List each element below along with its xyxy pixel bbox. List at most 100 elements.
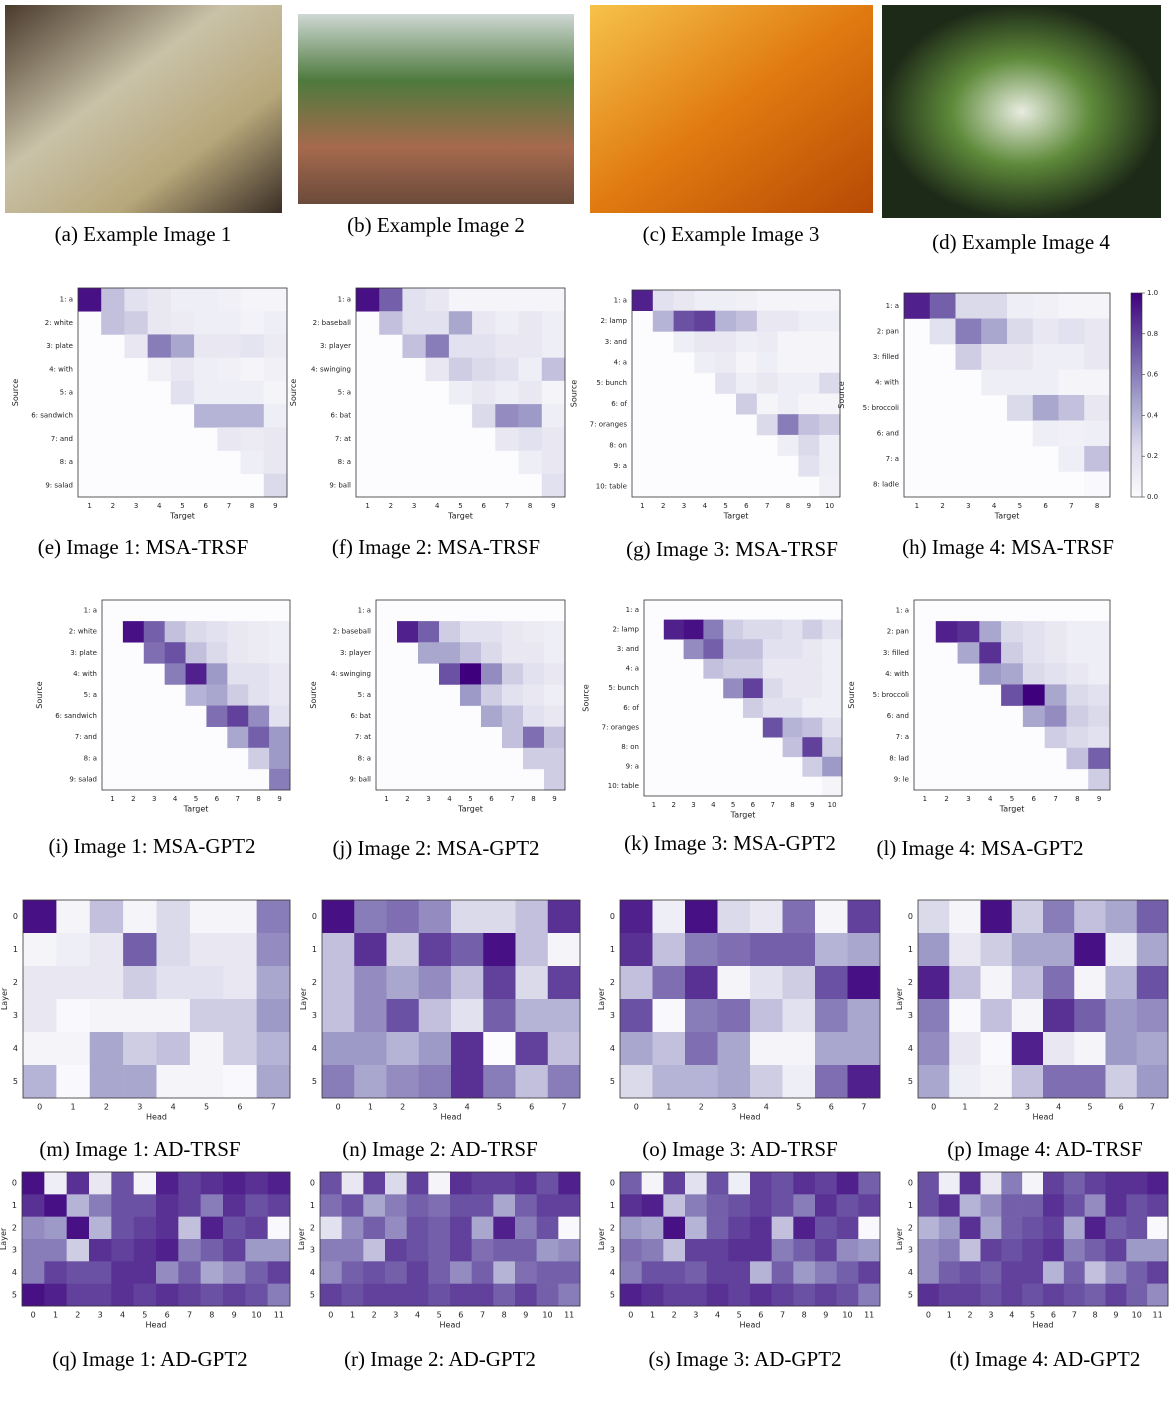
heat-cell — [1147, 1172, 1168, 1195]
heat-cell — [620, 1261, 642, 1284]
heat-cell — [1043, 999, 1075, 1032]
x-tick-label: 4 — [171, 1103, 176, 1112]
heat-cell — [407, 1172, 429, 1195]
heat-cell — [123, 966, 157, 999]
heat-cell — [918, 1284, 939, 1307]
heat-cell — [1043, 1239, 1064, 1262]
x-tick-label: 3 — [682, 502, 686, 510]
y-tick-label: 4 — [610, 1268, 615, 1277]
y-tick-label: 4 — [610, 1044, 615, 1053]
heat-cell — [1106, 1261, 1127, 1284]
heat-cell — [1007, 293, 1033, 319]
heat-cell — [206, 621, 227, 642]
y-tick-label: 4 — [13, 1044, 18, 1053]
x-tick-label: 9 — [1113, 1311, 1118, 1320]
heat-cell — [223, 1194, 246, 1217]
heat-cell — [783, 620, 803, 640]
heat-cell — [822, 718, 842, 738]
y-tick-label: 1: a — [886, 302, 899, 310]
heat-cell — [495, 288, 519, 312]
y-tick-label: 9: a — [614, 462, 627, 470]
heat-cell — [949, 999, 981, 1032]
heat-cell — [685, 900, 718, 933]
heat-cell — [248, 621, 269, 642]
heat-cell — [685, 1239, 707, 1262]
heat-cell — [1074, 900, 1106, 933]
heat-cell — [1045, 727, 1067, 748]
heat-cell — [264, 334, 288, 358]
heat-cell — [960, 1261, 981, 1284]
heat-cell — [642, 1217, 664, 1240]
heat-cell — [223, 1172, 246, 1195]
y-tick-label: 9: ball — [349, 775, 371, 783]
heat-cell — [523, 621, 544, 642]
heat-cell — [268, 1284, 291, 1307]
heat-cell — [56, 933, 90, 966]
heat-cell — [1066, 663, 1088, 684]
heat-cell — [1126, 1239, 1147, 1262]
heat-cell — [519, 288, 543, 312]
x-tick-label: 1 — [110, 795, 114, 803]
heat-cell — [472, 358, 496, 382]
x-tick-label: 10 — [251, 1311, 261, 1320]
heat-cell — [186, 621, 207, 642]
heat-cell — [111, 1239, 134, 1262]
heat-cell — [757, 290, 778, 311]
heat-cell — [743, 639, 763, 659]
heat-cell — [418, 642, 439, 663]
heat-cell — [483, 900, 516, 933]
heat-cell — [257, 933, 291, 966]
heat-cell — [918, 1217, 939, 1240]
heat-cell — [320, 1217, 342, 1240]
x-axis-label: Head — [441, 1113, 462, 1122]
heat-cell — [322, 1032, 355, 1065]
heat-cell — [451, 933, 484, 966]
heat-cell — [1023, 621, 1045, 642]
heat-cell — [542, 381, 566, 405]
y-tick-label: 0 — [12, 1179, 17, 1188]
heat-cell — [548, 999, 581, 1032]
heat-cell — [778, 373, 799, 394]
heat-cell — [1023, 706, 1045, 727]
heat-cell — [320, 1172, 342, 1195]
heat-cell — [802, 757, 822, 777]
heat-cell — [90, 966, 124, 999]
heat-cell — [981, 319, 1007, 345]
heat-cell — [354, 999, 387, 1032]
heat-cell — [1033, 319, 1059, 345]
x-tick-label: 1 — [652, 801, 656, 809]
x-tick-label: 1 — [71, 1103, 76, 1112]
heat-cell — [90, 933, 124, 966]
x-tick-label: 8 — [502, 1311, 507, 1320]
heat-cell — [663, 1217, 685, 1240]
heat-cell — [815, 1194, 837, 1217]
heat-cell — [918, 933, 950, 966]
heat-cell — [194, 311, 218, 335]
heat-cell — [798, 331, 819, 352]
heat-cell — [1022, 1284, 1043, 1307]
heat-cell — [157, 966, 191, 999]
heat-cell — [798, 373, 819, 394]
heat-cell — [472, 334, 496, 358]
x-tick-label: 3 — [134, 502, 138, 510]
heat-cell — [472, 1239, 494, 1262]
x-tick-label: 8 — [1095, 502, 1099, 510]
y-tick-label: 2: lamp — [600, 317, 627, 325]
heat-cell — [1043, 1032, 1075, 1065]
heat-cell — [723, 678, 743, 698]
heat-cell — [783, 933, 816, 966]
y-tick-label: 2: pan — [887, 628, 909, 636]
x-tick-label: 3 — [966, 795, 970, 803]
x-tick-label: 7 — [505, 502, 509, 510]
heat-cell — [542, 311, 566, 335]
heat-cell — [802, 737, 822, 757]
heat-cell — [157, 1065, 191, 1098]
heat-cell — [736, 290, 757, 311]
heat-cell — [201, 1217, 224, 1240]
caption: (n) Image 2: AD-TRSF — [342, 1137, 537, 1161]
y-tick-label: 0 — [13, 912, 18, 921]
x-tick-label: 2 — [940, 502, 944, 510]
heat-cell — [1066, 706, 1088, 727]
y-tick-label: 2 — [908, 1223, 913, 1232]
heat-cell — [1147, 1217, 1168, 1240]
